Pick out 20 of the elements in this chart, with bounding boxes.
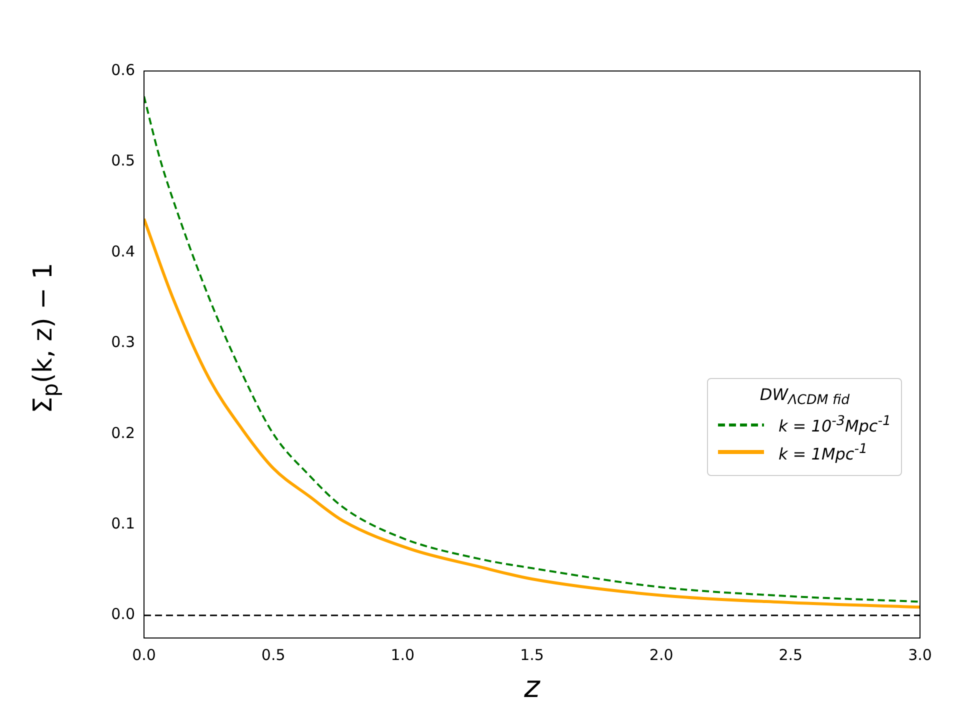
- y-tick-label: 0.4: [111, 242, 135, 260]
- legend-title: DW$_{ΛCDM fid}$: [758, 385, 851, 408]
- x-tick-label: 2.5: [778, 646, 803, 664]
- x-axis-title: z: [523, 670, 542, 705]
- line-series: [144, 217, 920, 609]
- x-tick-label: 1.5: [520, 646, 544, 664]
- y-tick-label: 0.0: [111, 605, 135, 624]
- x-tick-label: 0.5: [261, 646, 286, 664]
- x-tick-label: 2.0: [649, 646, 674, 664]
- line-series: [144, 95, 920, 603]
- x-tick-label: 1.0: [390, 646, 415, 664]
- legend-label: k = 10$^{-3}$Mpc$^{-1}$: [778, 414, 891, 436]
- legend-label: k = 1Mpc$^{-1}$: [778, 442, 868, 463]
- x-tick-label: 0.0: [132, 646, 156, 664]
- y-tick-label: 0.1: [111, 514, 135, 532]
- y-tick-label: 0.6: [111, 60, 135, 79]
- y-tick-label: 0.3: [111, 333, 135, 352]
- y-tick-label: 0.5: [111, 152, 135, 170]
- x-tick-label: 3.0: [908, 646, 932, 664]
- y-tick-label: 0.2: [111, 424, 135, 442]
